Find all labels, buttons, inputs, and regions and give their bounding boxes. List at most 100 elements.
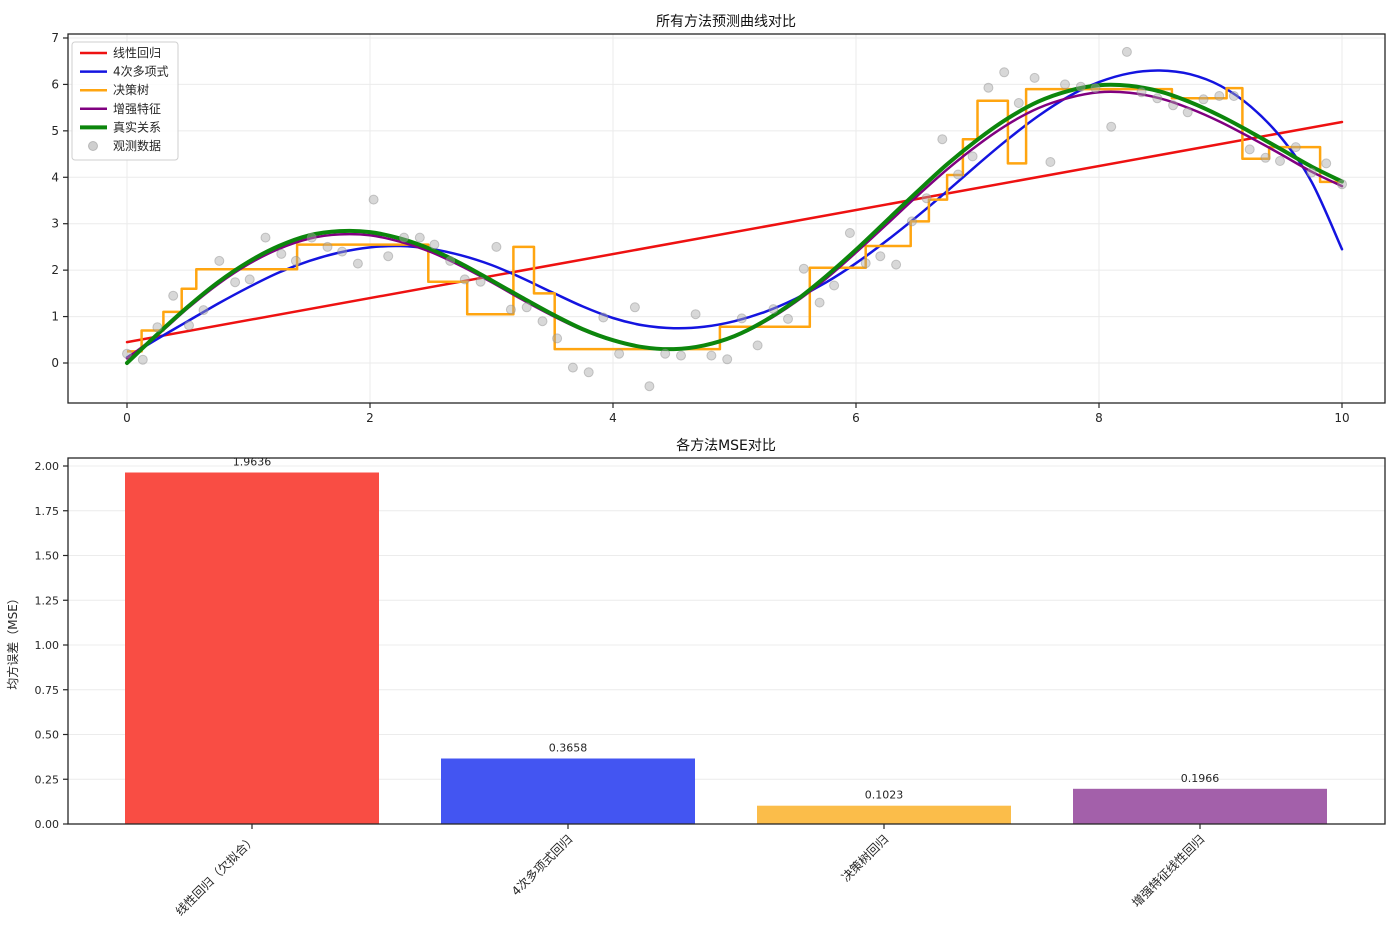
legend-label: 线性回归	[113, 46, 161, 60]
data-point	[1214, 91, 1225, 101]
y-tick-label: 0.75	[35, 684, 60, 697]
data-point	[1198, 94, 1209, 105]
category-label: 线性回归（欠拟合）	[172, 832, 259, 919]
data-point	[521, 302, 532, 313]
y-tick-label: 1.50	[35, 550, 60, 563]
data-point	[798, 263, 809, 274]
bar-value-label: 0.3658	[549, 742, 588, 755]
bar-3	[1073, 788, 1327, 824]
data-point	[152, 322, 163, 333]
data-point	[1306, 167, 1317, 178]
data-point	[1060, 79, 1070, 90]
x-tick-label: 4	[609, 411, 617, 425]
y-tick-label: 6	[51, 77, 59, 91]
bottom-chart-ylabel: 均方误差（MSE）	[5, 592, 20, 690]
data-point	[829, 280, 840, 291]
top-chart-title: 所有方法预测曲线对比	[656, 14, 796, 30]
data-point	[276, 248, 287, 259]
data-point	[1275, 156, 1285, 166]
data-point	[752, 340, 763, 351]
data-point	[383, 251, 394, 262]
data-point	[214, 255, 225, 266]
data-point	[768, 304, 779, 315]
series-linear-regression	[125, 120, 1344, 344]
data-point	[352, 258, 363, 269]
data-point	[1045, 157, 1056, 167]
data-point	[290, 255, 301, 266]
data-point	[368, 194, 379, 205]
data-point	[429, 239, 440, 250]
legend-label: 决策树	[113, 82, 149, 97]
y-tick-label: 5	[51, 124, 59, 138]
bar-0	[125, 472, 379, 824]
x-tick-label: 10	[1334, 411, 1349, 425]
data-point	[491, 241, 502, 252]
data-point	[937, 134, 948, 145]
y-tick-label: 7	[51, 31, 59, 45]
data-point	[736, 313, 747, 324]
data-point	[921, 193, 932, 204]
data-point	[1152, 93, 1163, 104]
data-point	[137, 354, 148, 365]
data-point	[1321, 158, 1332, 169]
data-point	[567, 362, 578, 373]
data-point	[706, 350, 717, 361]
data-point	[1136, 87, 1147, 98]
data-point	[690, 309, 701, 320]
data-point	[875, 251, 886, 262]
data-point	[1121, 46, 1132, 57]
mse-bar-chart: 1.9636 0.3658 0.1023 0.1966 0.00 0.25 0.50 0.75…	[35, 456, 1386, 919]
data-point	[1228, 91, 1239, 101]
category-label: 4次多项式回归	[509, 832, 575, 898]
data-point	[1090, 83, 1101, 94]
data-point	[583, 367, 594, 378]
data-point	[1013, 98, 1024, 108]
legend-label: 真实关系	[113, 119, 161, 134]
data-point	[230, 277, 241, 288]
data-point	[306, 232, 317, 243]
axes-frame	[67, 33, 1386, 404]
data-point	[459, 274, 470, 285]
data-point	[783, 313, 793, 324]
series-observed-data	[122, 46, 1347, 392]
x-tick-label: 0	[123, 411, 131, 425]
bar-value-label: 0.1966	[1181, 772, 1220, 785]
data-point	[722, 354, 733, 365]
series-poly4	[125, 69, 1344, 359]
data-point	[1244, 144, 1255, 155]
legend-marker-observed-data	[88, 141, 98, 151]
legend-item-poly4: 4次多项式	[80, 65, 169, 79]
y-tick-label: 0.50	[35, 729, 60, 742]
data-point	[505, 304, 516, 315]
data-point	[260, 232, 271, 243]
data-point	[983, 82, 994, 93]
y-tick-label: 1.75	[35, 505, 60, 518]
data-point	[1260, 152, 1271, 163]
legend-label: 增强特征	[113, 101, 161, 116]
y-tick-label: 4	[51, 170, 59, 184]
data-point	[122, 348, 132, 359]
y-tick-label: 1.00	[35, 639, 60, 652]
legend-label: 观测数据	[113, 138, 161, 153]
data-point	[844, 228, 855, 238]
series-decision-tree	[127, 86, 1342, 353]
data-point	[1106, 121, 1117, 132]
data-point	[537, 316, 548, 327]
data-point	[660, 348, 671, 359]
data-point	[614, 348, 625, 359]
data-point	[1029, 72, 1040, 83]
legend-item-true-relation: 真实关系	[80, 119, 161, 134]
data-point	[552, 333, 563, 344]
legend-item-linear-regression: 线性回归	[80, 46, 161, 60]
data-point	[414, 232, 425, 243]
data-point	[999, 67, 1010, 78]
bar-value-label: 0.1023	[865, 789, 904, 802]
legend-label: 4次多项式	[113, 65, 169, 79]
y-tick-label: 0	[51, 356, 59, 370]
data-point	[860, 258, 871, 269]
data-point	[629, 302, 640, 313]
series-true-relation	[125, 82, 1344, 365]
data-point	[475, 276, 486, 287]
y-tick-label: 0.00	[35, 818, 60, 831]
